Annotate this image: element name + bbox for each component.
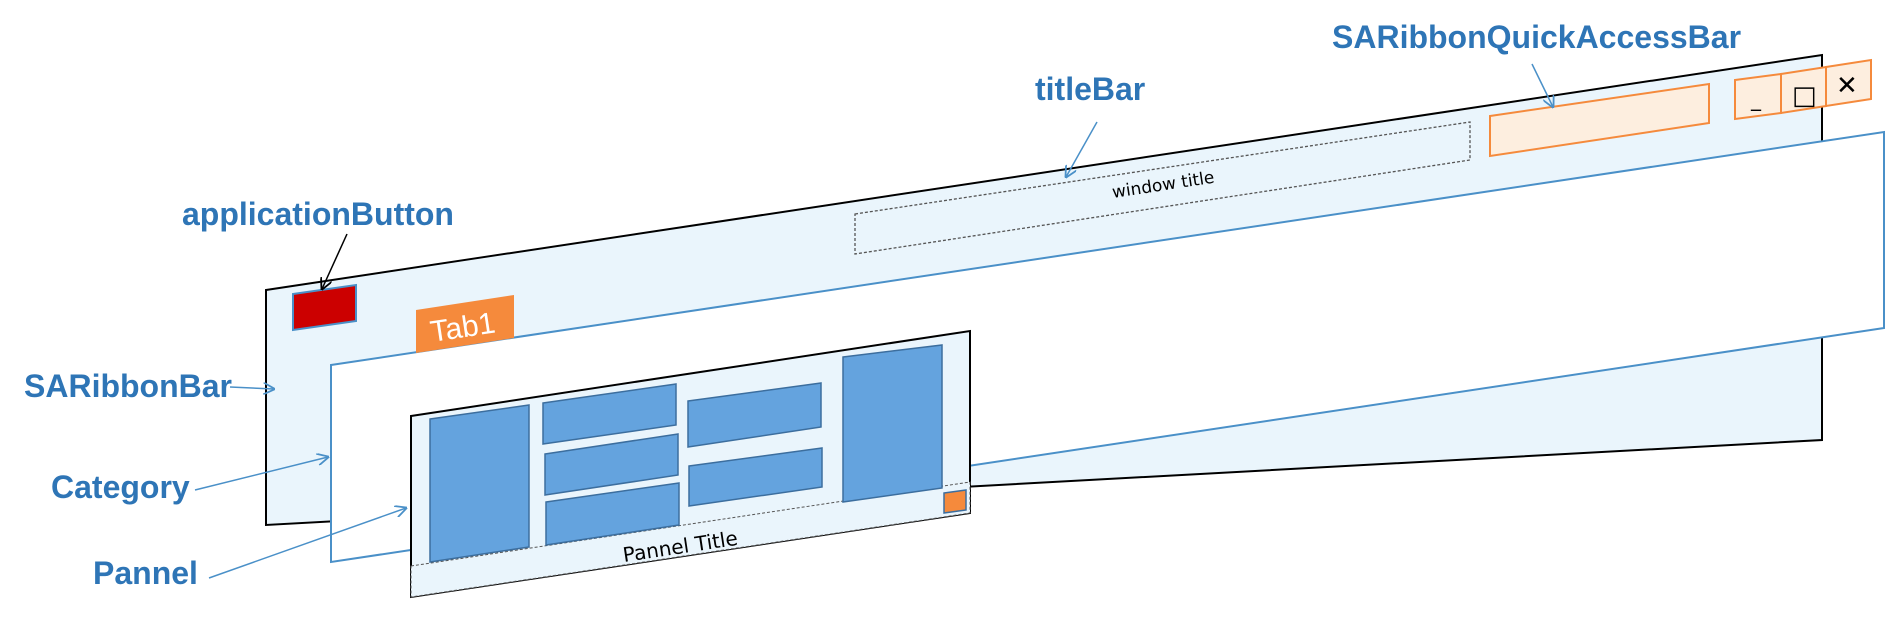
title-bar-box xyxy=(854,121,1471,255)
leader-pannel xyxy=(208,508,406,579)
leader-application-button xyxy=(322,233,348,289)
leader-title-bar xyxy=(1066,121,1098,177)
large-button-left[interactable] xyxy=(429,404,530,563)
application-button[interactable] xyxy=(292,283,357,332)
tab-tab1[interactable]: Tab1 xyxy=(416,295,514,353)
quick-access-bar[interactable] xyxy=(1489,82,1710,158)
large-button-right[interactable] xyxy=(842,344,943,503)
small-button-4[interactable] xyxy=(687,382,822,448)
close-icon: ✕ xyxy=(1836,71,1858,101)
pannel-option-button[interactable] xyxy=(943,489,967,514)
label-category: Category xyxy=(51,469,190,505)
minimize-icon: _ xyxy=(1750,87,1762,111)
small-button-2[interactable] xyxy=(544,433,679,496)
close-button[interactable]: ✕ xyxy=(1825,58,1872,108)
minimize-button[interactable]: _ xyxy=(1734,72,1782,121)
label-pannel: Pannel xyxy=(93,555,198,591)
label-ribbon-bar: SARibbonBar xyxy=(24,368,232,404)
small-button-5[interactable] xyxy=(688,447,823,507)
leader-ribbon-bar xyxy=(229,387,274,389)
small-button-3[interactable] xyxy=(545,482,680,546)
small-button-1[interactable] xyxy=(542,383,677,445)
label-title-bar: titleBar xyxy=(1035,71,1145,107)
leader-quick-access-bar xyxy=(1531,63,1553,107)
maximize-button[interactable]: □ xyxy=(1780,65,1827,115)
label-application-button: applicationButton xyxy=(182,196,454,232)
maximize-icon: □ xyxy=(1792,81,1817,111)
pannel-blocks xyxy=(429,344,943,563)
leader-category xyxy=(194,457,328,491)
label-quick-access-bar: SARibbonQuickAccessBar xyxy=(1332,19,1741,55)
pannel-title-strip xyxy=(410,481,971,598)
